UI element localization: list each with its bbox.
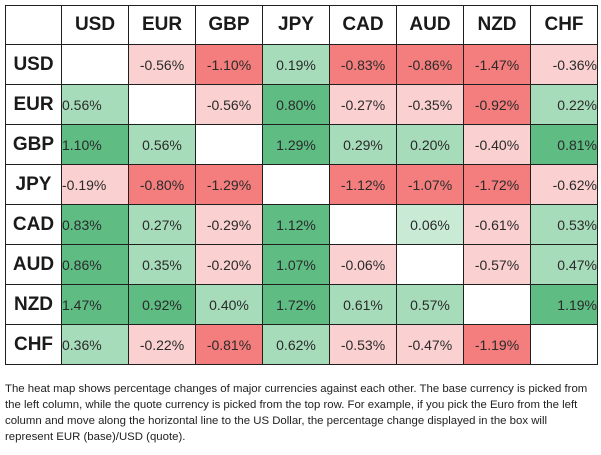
heatmap-cell-nzd-cad[interactable]: 0.61%	[329, 284, 397, 325]
heatmap-cell-usd-cad[interactable]: -0.83%	[329, 44, 397, 85]
row-header-cad[interactable]: CAD	[5, 204, 62, 245]
heatmap-cell-nzd-eur[interactable]: 0.92%	[128, 284, 196, 325]
currency-heatmap-table: USD EUR GBP JPY CAD AUD NZD CHF USD -0.56…	[5, 5, 598, 365]
column-header-chf[interactable]: CHF	[530, 5, 598, 45]
column-header-gbp[interactable]: GBP	[195, 5, 263, 45]
column-header-cad[interactable]: CAD	[329, 5, 397, 45]
heatmap-cell-cad-jpy[interactable]: 1.12%	[262, 204, 330, 245]
row-header-gbp[interactable]: GBP	[5, 124, 62, 165]
heatmap-cell-jpy-gbp[interactable]: -1.29%	[195, 164, 263, 205]
heatmap-cell-gbp-usd[interactable]: 1.10%	[61, 124, 129, 165]
heatmap-cell-cad-eur[interactable]: 0.27%	[128, 204, 196, 245]
heatmap-cell-nzd-usd[interactable]: 1.47%	[61, 284, 129, 325]
corner-cell	[5, 5, 62, 45]
row-header-chf[interactable]: CHF	[5, 324, 62, 365]
heatmap-cell-aud-aud	[396, 244, 464, 285]
heatmap-cell-chf-jpy[interactable]: 0.62%	[262, 324, 330, 365]
table-row: GBP 1.10% 0.56% 1.29% 0.29% 0.20% -0.40% 0.81%	[5, 124, 598, 165]
heatmap-cell-nzd-jpy[interactable]: 1.72%	[262, 284, 330, 325]
heatmap-cell-chf-cad[interactable]: -0.53%	[329, 324, 397, 365]
heatmap-cell-nzd-nzd	[463, 284, 531, 325]
heatmap-cell-aud-chf[interactable]: 0.47%	[530, 244, 598, 285]
heatmap-cell-eur-cad[interactable]: -0.27%	[329, 84, 397, 125]
heatmap-cell-usd-nzd[interactable]: -1.47%	[463, 44, 531, 85]
heatmap-cell-gbp-gbp	[195, 124, 263, 165]
heatmap-cell-cad-usd[interactable]: 0.83%	[61, 204, 129, 245]
heatmap-cell-jpy-jpy	[262, 164, 330, 205]
column-header-nzd[interactable]: NZD	[463, 5, 531, 45]
heatmap-cell-cad-cad	[329, 204, 397, 245]
heatmap-cell-jpy-nzd[interactable]: -1.72%	[463, 164, 531, 205]
table-row: EUR 0.56% -0.56% 0.80% -0.27% -0.35% -0.92% 0.2…	[5, 84, 598, 125]
heatmap-cell-cad-chf[interactable]: 0.53%	[530, 204, 598, 245]
heatmap-cell-usd-gbp[interactable]: -1.10%	[195, 44, 263, 85]
heatmap-cell-aud-cad[interactable]: -0.06%	[329, 244, 397, 285]
heatmap-cell-chf-gbp[interactable]: -0.81%	[195, 324, 263, 365]
column-header-eur[interactable]: EUR	[128, 5, 196, 45]
heatmap-cell-jpy-usd[interactable]: -0.19%	[61, 164, 129, 205]
heatmap-cell-usd-aud[interactable]: -0.86%	[396, 44, 464, 85]
heatmap-cell-eur-nzd[interactable]: -0.92%	[463, 84, 531, 125]
heatmap-cell-gbp-chf[interactable]: 0.81%	[530, 124, 598, 165]
heatmap-cell-cad-aud[interactable]: 0.06%	[396, 204, 464, 245]
heatmap-cell-usd-usd	[61, 44, 129, 85]
table-row: USD -0.56% -1.10% 0.19% -0.83% -0.86% -1.47% -0…	[5, 44, 598, 85]
heatmap-explanation: The heat map shows percentage changes of…	[5, 383, 588, 443]
row-header-aud[interactable]: AUD	[5, 244, 62, 285]
row-header-jpy[interactable]: JPY	[5, 164, 62, 205]
heatmap-cell-eur-usd[interactable]: 0.56%	[61, 84, 129, 125]
heatmap-cell-eur-jpy[interactable]: 0.80%	[262, 84, 330, 125]
heatmap-cell-nzd-chf[interactable]: 1.19%	[530, 284, 598, 325]
column-header-jpy[interactable]: JPY	[262, 5, 330, 45]
column-header-usd[interactable]: USD	[61, 5, 129, 45]
heatmap-cell-aud-usd[interactable]: 0.86%	[61, 244, 129, 285]
heatmap-cell-eur-eur	[128, 84, 196, 125]
heatmap-cell-gbp-cad[interactable]: 0.29%	[329, 124, 397, 165]
table-row: CAD 0.83% 0.27% -0.29% 1.12% 0.06% -0.61% 0.53%	[5, 204, 598, 245]
column-header-aud[interactable]: AUD	[396, 5, 464, 45]
heatmap-cell-gbp-jpy[interactable]: 1.29%	[262, 124, 330, 165]
heatmap-cell-aud-nzd[interactable]: -0.57%	[463, 244, 531, 285]
heatmap-cell-chf-chf	[530, 324, 598, 365]
row-header-nzd[interactable]: NZD	[5, 284, 62, 325]
heatmap-cell-cad-gbp[interactable]: -0.29%	[195, 204, 263, 245]
heatmap-cell-eur-aud[interactable]: -0.35%	[396, 84, 464, 125]
heatmap-cell-chf-aud[interactable]: -0.47%	[396, 324, 464, 365]
heatmap-cell-usd-chf[interactable]: -0.36%	[530, 44, 598, 85]
heatmap-cell-eur-gbp[interactable]: -0.56%	[195, 84, 263, 125]
heatmap-cell-nzd-aud[interactable]: 0.57%	[396, 284, 464, 325]
heatmap-cell-gbp-aud[interactable]: 0.20%	[396, 124, 464, 165]
heatmap-cell-usd-eur[interactable]: -0.56%	[128, 44, 196, 85]
heatmap-cell-jpy-chf[interactable]: -0.62%	[530, 164, 598, 205]
table-row: AUD 0.86% 0.35% -0.20% 1.07% -0.06% -0.57% 0.47…	[5, 244, 598, 285]
heatmap-cell-jpy-eur[interactable]: -0.80%	[128, 164, 196, 205]
heatmap-cell-chf-nzd[interactable]: -1.19%	[463, 324, 531, 365]
heatmap-cell-jpy-aud[interactable]: -1.07%	[396, 164, 464, 205]
heatmap-cell-aud-jpy[interactable]: 1.07%	[262, 244, 330, 285]
table-row: JPY -0.19% -0.80% -1.29% -1.12% -1.07% -1.72% -…	[5, 164, 598, 205]
heatmap-cell-aud-eur[interactable]: 0.35%	[128, 244, 196, 285]
heatmap-cell-aud-gbp[interactable]: -0.20%	[195, 244, 263, 285]
heatmap-cell-jpy-cad[interactable]: -1.12%	[329, 164, 397, 205]
table-row: NZD 1.47% 0.92% 0.40% 1.72% 0.61% 0.57% 1.19%	[5, 284, 598, 325]
table-row: CHF 0.36% -0.22% -0.81% 0.62% -0.53% -0.47% -1.…	[5, 324, 598, 365]
row-header-eur[interactable]: EUR	[5, 84, 62, 125]
header-row: USD EUR GBP JPY CAD AUD NZD CHF	[5, 5, 598, 45]
heatmap-cell-eur-chf[interactable]: 0.22%	[530, 84, 598, 125]
heatmap-cell-usd-jpy[interactable]: 0.19%	[262, 44, 330, 85]
heatmap-body: USD -0.56% -1.10% 0.19% -0.83% -0.86% -1.47% -0…	[5, 44, 598, 365]
heatmap-cell-gbp-eur[interactable]: 0.56%	[128, 124, 196, 165]
row-header-usd[interactable]: USD	[5, 44, 62, 85]
heatmap-cell-cad-nzd[interactable]: -0.61%	[463, 204, 531, 245]
heatmap-cell-nzd-gbp[interactable]: 0.40%	[195, 284, 263, 325]
heatmap-cell-chf-usd[interactable]: 0.36%	[61, 324, 129, 365]
heatmap-cell-chf-eur[interactable]: -0.22%	[128, 324, 196, 365]
heatmap-cell-gbp-nzd[interactable]: -0.40%	[463, 124, 531, 165]
